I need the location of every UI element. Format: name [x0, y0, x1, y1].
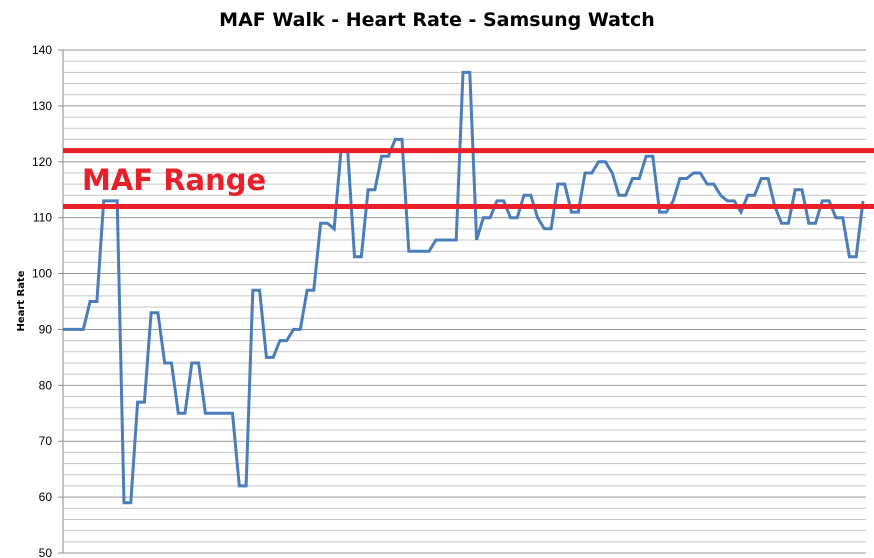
y-tick-label: 80 — [39, 378, 53, 392]
y-tick-labels: 50 60 70 80 90 100 110 120 130 140 — [32, 43, 52, 558]
chart-title: MAF Walk - Heart Rate - Samsung Watch — [219, 9, 655, 31]
y-tick-label: 130 — [32, 99, 52, 113]
series-group — [63, 70, 865, 505]
y-axis-label: Heart Rate — [16, 270, 27, 331]
y-tick-label: 50 — [39, 546, 53, 558]
y-tick-label: 140 — [32, 43, 52, 57]
y-tick-label: 70 — [39, 434, 53, 448]
axes — [58, 49, 64, 554]
y-tick-label: 90 — [39, 322, 53, 336]
reference-lines — [63, 148, 874, 209]
series-line-0 — [63, 70, 865, 505]
grid — [63, 49, 866, 554]
y-tick-label: 100 — [32, 267, 52, 281]
y-tick-label: 60 — [39, 490, 53, 504]
maf-range-annotation: MAF Range — [82, 163, 266, 197]
y-tick-label: 110 — [33, 211, 52, 225]
y-tick-label: 120 — [32, 155, 52, 169]
